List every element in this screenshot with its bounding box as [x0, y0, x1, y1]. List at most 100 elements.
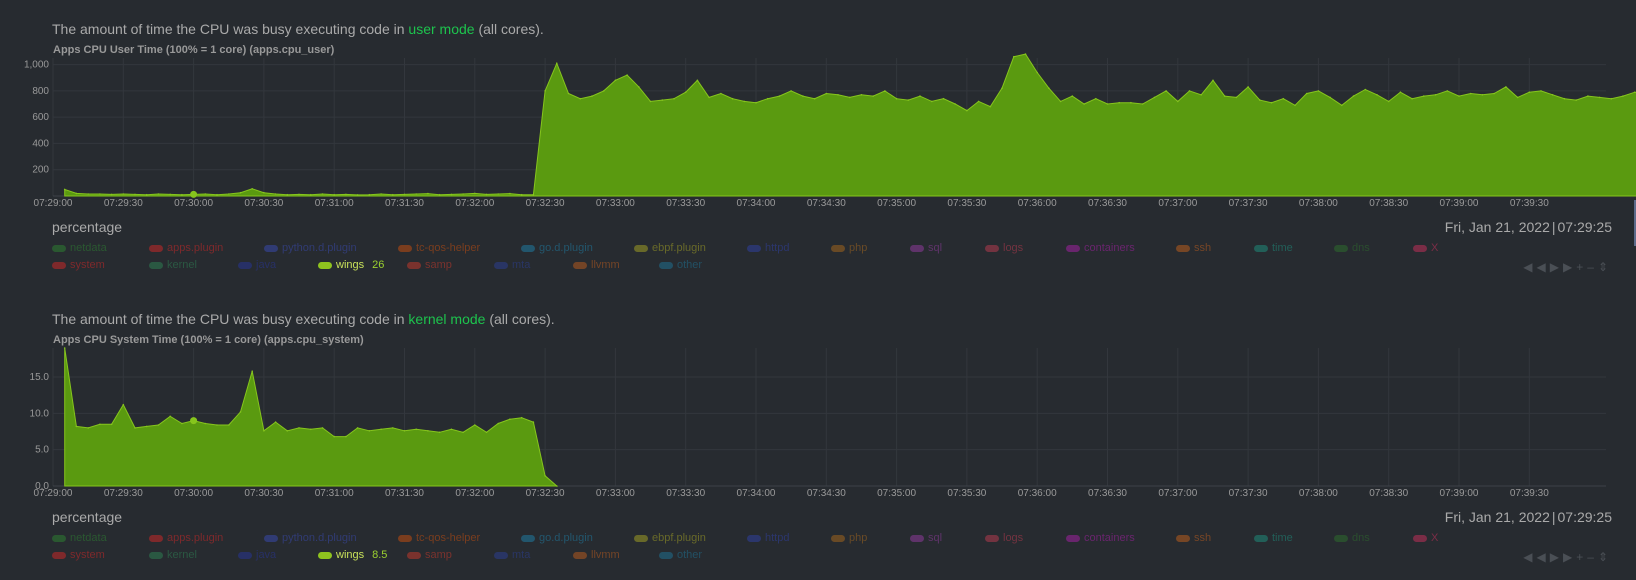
- legend-item-netdata[interactable]: netdata: [52, 242, 107, 254]
- zoom-in-icon[interactable]: +: [1576, 550, 1588, 564]
- chart-area-system[interactable]: 0.0 5.0 10.0 15.0 07:29:00 07:29:30 07:30:00 07…: [0, 290, 1636, 505]
- legend-item-system[interactable]: system: [52, 549, 105, 561]
- x-tick-label: 07:31:30: [385, 198, 424, 209]
- legend-item-other[interactable]: other: [659, 549, 702, 561]
- resize-icon[interactable]: ⇕: [1597, 260, 1612, 274]
- legend-item-php[interactable]: php: [831, 242, 867, 254]
- fast-forward-icon[interactable]: ▶▶: [1549, 550, 1577, 564]
- legend-item-system[interactable]: system: [52, 259, 105, 271]
- legend-item-httpd[interactable]: httpd: [747, 242, 789, 254]
- data-point: [1551, 94, 1554, 96]
- zoom-out-icon[interactable]: –: [1587, 260, 1598, 274]
- x-tick-label: 07:38:00: [1299, 488, 1338, 499]
- legend-item-wings[interactable]: wings 26: [318, 259, 384, 271]
- legend-item-ebpf-plugin[interactable]: ebpf.plugin: [634, 532, 706, 544]
- rewind-icon[interactable]: ◀◀: [1523, 260, 1550, 274]
- legend-label: mta: [512, 549, 531, 562]
- zoom-out-icon[interactable]: –: [1587, 550, 1598, 564]
- scrollbar-handle[interactable]: [1634, 200, 1636, 246]
- legend-swatch: [149, 261, 163, 269]
- data-point: [438, 431, 441, 434]
- legend-item-php[interactable]: php: [831, 532, 867, 544]
- legend-item-python-d-plugin[interactable]: python.d.plugin: [264, 242, 357, 254]
- legend-swatch: [407, 551, 421, 559]
- legend-item-llvmm[interactable]: llvmm: [573, 259, 620, 271]
- data-point: [1048, 87, 1050, 89]
- legend-item-other[interactable]: other: [659, 259, 702, 271]
- legend-item-mta[interactable]: mta: [494, 549, 530, 561]
- legend-item-dns[interactable]: dns: [1334, 532, 1370, 544]
- legend-label: httpd: [765, 532, 790, 545]
- legend-item-x[interactable]: X: [1413, 242, 1438, 254]
- data-point: [532, 421, 535, 423]
- legend-item-mta[interactable]: mta: [494, 259, 530, 271]
- data-point: [427, 430, 429, 432]
- legend-item-kernel[interactable]: kernel: [149, 259, 197, 271]
- legend-swatch: [521, 244, 535, 252]
- legend-label: kernel: [167, 549, 197, 562]
- legend-item-dns[interactable]: dns: [1334, 242, 1370, 254]
- legend-label: wings: [336, 549, 365, 562]
- data-point: [520, 193, 523, 196]
- legend-label: X: [1431, 242, 1439, 255]
- data-point: [942, 97, 945, 100]
- chart-area-user[interactable]: 200 400 600 800 1,000 07:29:00 07:29:30 07:30:0…: [0, 0, 1636, 215]
- zoom-in-icon[interactable]: +: [1576, 260, 1588, 274]
- chart-description: The amount of time the CPU was busy exec…: [52, 21, 544, 37]
- data-point: [216, 193, 218, 196]
- legend-label: apps.plugin: [167, 242, 224, 255]
- legend-item-apps-plugin[interactable]: apps.plugin: [149, 242, 223, 254]
- legend-item-kernel[interactable]: kernel: [149, 549, 197, 561]
- legend-item-llvmm[interactable]: llvmm: [573, 549, 620, 561]
- data-point: [298, 427, 300, 429]
- legend-item-tc-qos-helper[interactable]: tc-qos-helper: [398, 532, 480, 544]
- rewind-icon[interactable]: ◀◀: [1523, 550, 1550, 564]
- legend-item-tc-qos-helper[interactable]: tc-qos-helper: [398, 242, 480, 254]
- legend-item-logs[interactable]: logs: [985, 242, 1023, 254]
- legend-item-java[interactable]: java: [238, 549, 276, 561]
- legend-item-samp[interactable]: samp: [407, 259, 452, 271]
- description-highlight-link[interactable]: user mode: [408, 21, 475, 37]
- resize-icon[interactable]: ⇕: [1597, 550, 1612, 564]
- x-tick-label: 07:33:00: [596, 198, 635, 209]
- data-point: [145, 425, 148, 428]
- data-point: [1118, 101, 1120, 104]
- legend-item-apps-plugin[interactable]: apps.plugin: [149, 532, 223, 544]
- data-point: [450, 193, 453, 196]
- legend-item-wings[interactable]: wings 8.5: [318, 549, 387, 561]
- data-point: [509, 192, 511, 195]
- legend-item-time[interactable]: time: [1254, 242, 1293, 254]
- legend-item-java[interactable]: java: [238, 259, 276, 271]
- legend-label: tc-qos-helper: [416, 532, 481, 545]
- legend-item-httpd[interactable]: httpd: [747, 532, 789, 544]
- data-point: [216, 424, 218, 426]
- legend-label: X: [1431, 532, 1439, 545]
- legend-item-go-d-plugin[interactable]: go.d.plugin: [521, 242, 593, 254]
- legend-item-containers[interactable]: containers: [1066, 242, 1135, 254]
- legend-item-go-d-plugin[interactable]: go.d.plugin: [521, 532, 593, 544]
- legend-item-ssh[interactable]: ssh: [1176, 242, 1211, 254]
- description-highlight-link[interactable]: kernel mode: [408, 311, 486, 327]
- x-tick-label: 07:34:00: [737, 198, 776, 209]
- x-tick-label: 07:35:00: [877, 198, 916, 209]
- legend-item-sql[interactable]: sql: [910, 242, 942, 254]
- legend-item-samp[interactable]: samp: [407, 549, 452, 561]
- legend-item-x[interactable]: X: [1413, 532, 1438, 544]
- legend-label: ssh: [1194, 242, 1212, 255]
- legend-label: logs: [1003, 242, 1024, 255]
- legend-item-containers[interactable]: containers: [1066, 532, 1135, 544]
- legend-swatch: [831, 534, 845, 542]
- legend-item-python-d-plugin[interactable]: python.d.plugin: [264, 532, 357, 544]
- legend-item-logs[interactable]: logs: [985, 532, 1023, 544]
- legend-item-sql[interactable]: sql: [910, 532, 942, 544]
- legend-item-ssh[interactable]: ssh: [1176, 532, 1211, 544]
- x-tick-label: 07:30:00: [174, 198, 213, 209]
- legend-item-netdata[interactable]: netdata: [52, 532, 107, 544]
- data-point: [380, 193, 382, 195]
- legend-item-ebpf-plugin[interactable]: ebpf.plugin: [634, 242, 706, 254]
- data-point: [614, 79, 617, 82]
- x-tick-label: 07:36:00: [1018, 488, 1057, 499]
- fast-forward-icon[interactable]: ▶▶: [1549, 260, 1577, 274]
- legend-swatch: [264, 534, 278, 542]
- legend-item-time[interactable]: time: [1254, 532, 1293, 544]
